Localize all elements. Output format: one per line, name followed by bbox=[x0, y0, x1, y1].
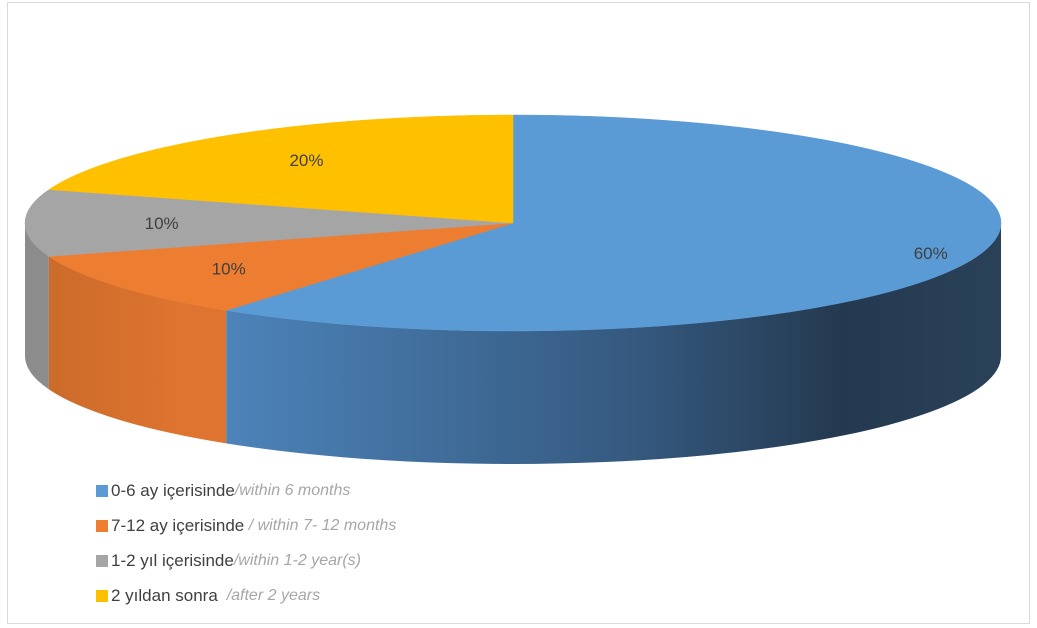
legend: 0-6 ay içerisinde/within 6 months 7-12 ay… bbox=[96, 473, 396, 613]
chart-area: 60% 10% 10% 20% 0-6 ay içerisinde/within 6 … bbox=[7, 2, 1030, 624]
legend-swatch bbox=[96, 519, 108, 532]
slice-side-0 bbox=[226, 223, 1002, 464]
legend-item: 0-6 ay içerisinde/within 6 months bbox=[96, 473, 396, 508]
slice-side-2 bbox=[25, 223, 49, 390]
legend-item: 2 yıldan sonra /after 2 years bbox=[96, 578, 396, 613]
data-label-0: 60% bbox=[914, 244, 948, 263]
data-label-3: 20% bbox=[289, 151, 323, 170]
legend-item: 1-2 yıl içerisinde/within 1-2 year(s) bbox=[96, 543, 396, 578]
data-label-1: 10% bbox=[212, 260, 246, 279]
pie-slice-0 bbox=[226, 114, 1002, 332]
slice-side-1 bbox=[48, 256, 227, 444]
legend-swatch bbox=[96, 484, 108, 497]
pie-slice-2 bbox=[24, 189, 514, 257]
legend-label: 2 yıldan sonra bbox=[111, 585, 218, 605]
pie-slice-1 bbox=[48, 222, 514, 311]
pie-slice-3 bbox=[48, 114, 514, 224]
data-label-2: 10% bbox=[145, 214, 179, 233]
legend-note: /after 2 years bbox=[217, 586, 321, 604]
pie-chart-3d: 60% 10% 10% 20% bbox=[24, 114, 1002, 464]
legend-label: 0-6 ay içerisinde bbox=[111, 480, 235, 500]
legend-label: 7-12 ay içerisinde bbox=[111, 515, 245, 535]
legend-note: / within 7- 12 months bbox=[244, 516, 397, 534]
legend-note: /within 6 months bbox=[234, 481, 351, 499]
legend-swatch bbox=[96, 589, 108, 602]
legend-label: 1-2 yıl içerisinde bbox=[111, 550, 234, 570]
legend-note: /within 1-2 year(s) bbox=[233, 551, 361, 569]
legend-swatch bbox=[96, 554, 108, 567]
legend-item: 7-12 ay içerisinde / within 7- 12 months bbox=[96, 508, 396, 543]
